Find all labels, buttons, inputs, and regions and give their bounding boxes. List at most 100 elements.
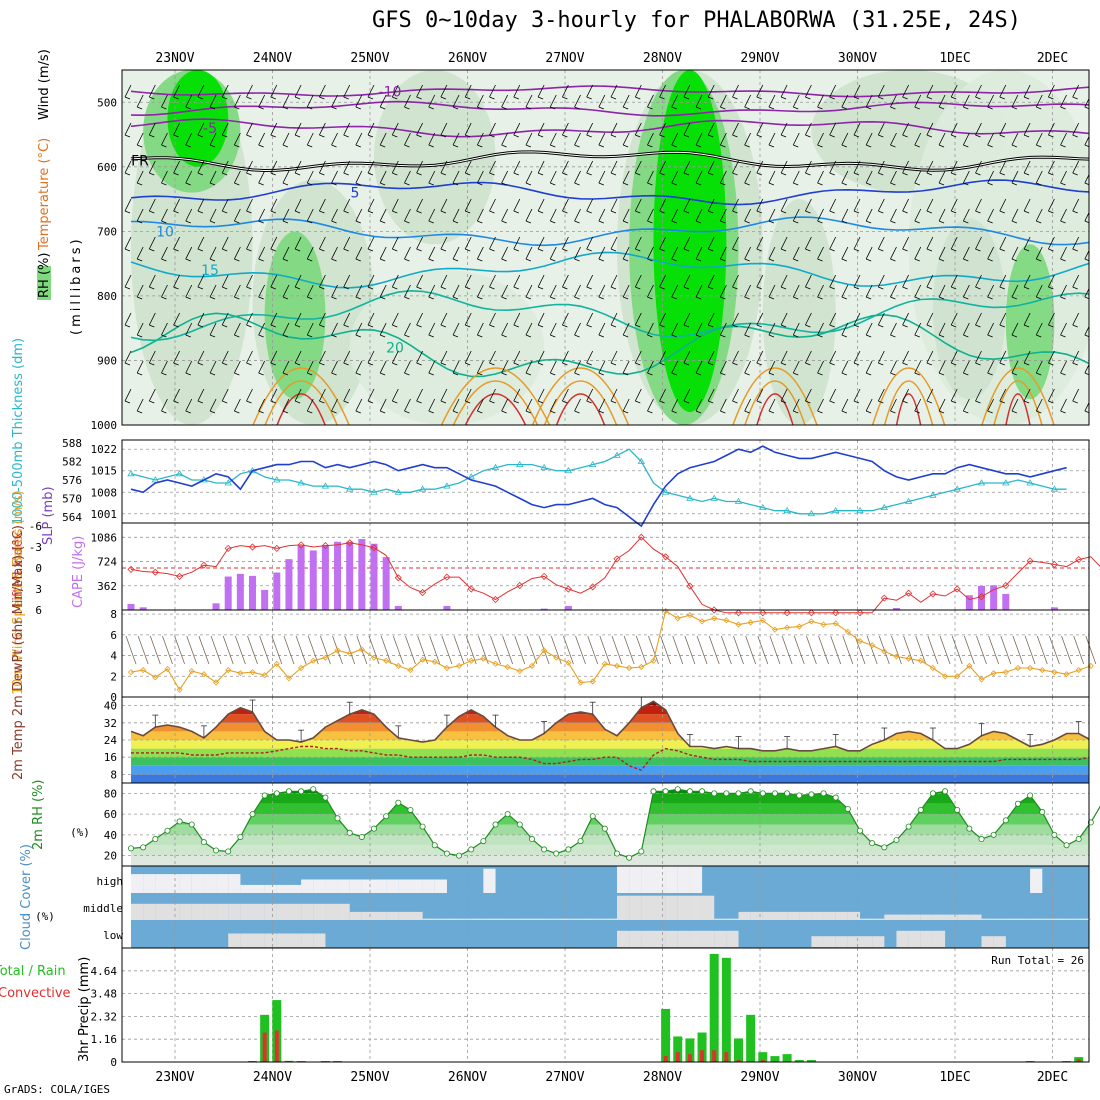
wind-barb-flag: [294, 362, 301, 366]
wind-barb: [890, 360, 897, 374]
precip-conv-bar: [700, 1050, 705, 1062]
cloud-fill-cell: [313, 933, 326, 947]
wind-barb: [890, 94, 897, 108]
wind-barb-flag: [756, 134, 762, 138]
wind-barb: [185, 208, 193, 222]
wind-barb: [343, 236, 351, 250]
wind-barb-flag: [1023, 96, 1030, 100]
wind-barb-flag: [793, 220, 799, 224]
cloud-fill-cell: [835, 936, 848, 947]
wind-barb: [148, 312, 156, 326]
wind-barb: [659, 122, 666, 136]
wind-barb-flag: [708, 324, 714, 328]
wind-barb-flag: [124, 134, 131, 138]
cloud-fill-cell: [288, 884, 302, 893]
wind-barb: [962, 246, 970, 260]
wind-barb: [926, 236, 934, 250]
wind-barb-flag: [683, 96, 690, 100]
wind-barb: [805, 84, 812, 98]
wind-barb: [476, 94, 484, 108]
wind-barb-flag: [513, 134, 519, 138]
wind-barb-flag: [550, 182, 556, 186]
rh-marker: [784, 790, 791, 797]
wind-barb-flag: [780, 400, 787, 404]
wind-barb: [294, 312, 302, 326]
wind-speed-marker: [164, 665, 171, 673]
wind-barb: [404, 322, 411, 336]
wind-barb: [440, 84, 448, 98]
wind-barb: [124, 198, 132, 212]
wind-barb: [525, 398, 533, 412]
wind-barb-flag: [258, 182, 264, 186]
rh-marker: [127, 845, 134, 852]
wind-barb-flag: [890, 296, 896, 300]
cloud-fill-cell: [932, 914, 946, 920]
thickness-marker: [1002, 479, 1010, 486]
lifted-index-marker: [346, 539, 354, 547]
wind-barb-flag: [185, 220, 191, 224]
wind-barb-flag: [586, 134, 592, 138]
wind-barb: [707, 274, 715, 288]
wind-barb-flag: [623, 106, 629, 110]
wind-barb-flag: [878, 210, 884, 214]
wind-barb: [452, 246, 460, 260]
precip-conv-bar: [274, 1030, 279, 1062]
wind-barb-flag: [671, 410, 677, 414]
wind-barb: [1011, 322, 1019, 336]
wind-barb-flag: [598, 106, 604, 110]
wind-barb-flag: [392, 210, 398, 214]
rh-marker: [370, 825, 377, 832]
thickness-marker: [418, 485, 427, 492]
wind-barb-flag: [1036, 410, 1042, 414]
wind-barb-flag: [282, 106, 289, 110]
cloud-fill-cell: [920, 930, 933, 947]
wind-barb: [707, 350, 715, 364]
wind-barb: [501, 322, 509, 336]
wind-barb-flag: [817, 334, 823, 338]
wind-barb-flag: [331, 372, 337, 376]
wind-barb: [865, 132, 873, 146]
wind10m-barb: [963, 635, 975, 665]
lifted-index-marker: [1026, 557, 1034, 565]
wind-barb: [634, 84, 642, 98]
wind-barb-flag: [695, 296, 702, 300]
wind-barb: [987, 170, 995, 184]
wind-barb-flag: [197, 324, 204, 328]
wind-barb-flag: [902, 362, 908, 366]
wind-barb-flag: [380, 220, 386, 224]
wind-barb: [185, 398, 193, 412]
wind-speed-marker: [905, 655, 912, 662]
wind-barb: [391, 350, 399, 364]
wind-barb: [185, 132, 193, 146]
cloud-fill-cell: [726, 918, 739, 920]
wind-barb-flag: [416, 134, 422, 138]
wind-barb-flag: [525, 220, 532, 224]
wind-barb: [829, 274, 837, 288]
wind-barb: [331, 132, 338, 146]
wind-barb: [428, 246, 436, 260]
wind-barb-flag: [137, 372, 143, 376]
wind-barb-flag: [440, 286, 447, 290]
wind-barb: [938, 284, 946, 298]
cloud-fill-cell: [823, 936, 836, 947]
wind-barb-flag: [185, 106, 191, 110]
cloud-fill-cell: [617, 866, 630, 893]
wind-barb-flag: [768, 334, 775, 338]
wind-barb-flag: [380, 258, 386, 262]
lifted-index-marker: [127, 565, 135, 573]
wind10m-barb: [174, 635, 185, 665]
cloud-fill-cell: [738, 911, 751, 920]
warm-contour: [264, 380, 338, 425]
wind-barb: [890, 208, 897, 222]
wind-speed-marker: [796, 623, 803, 630]
wind-barb-flag: [938, 410, 945, 414]
wind-barb: [1048, 198, 1055, 212]
wind-barb: [1011, 246, 1019, 260]
wind10m-barb: [733, 635, 744, 665]
wind-barb-flag: [537, 210, 544, 214]
rh-marker: [395, 799, 402, 806]
wind-barb-flag: [124, 362, 131, 366]
cloud-fill-cell: [374, 911, 387, 920]
cloud-fill-cell: [422, 918, 435, 920]
wind-barb: [962, 322, 970, 336]
